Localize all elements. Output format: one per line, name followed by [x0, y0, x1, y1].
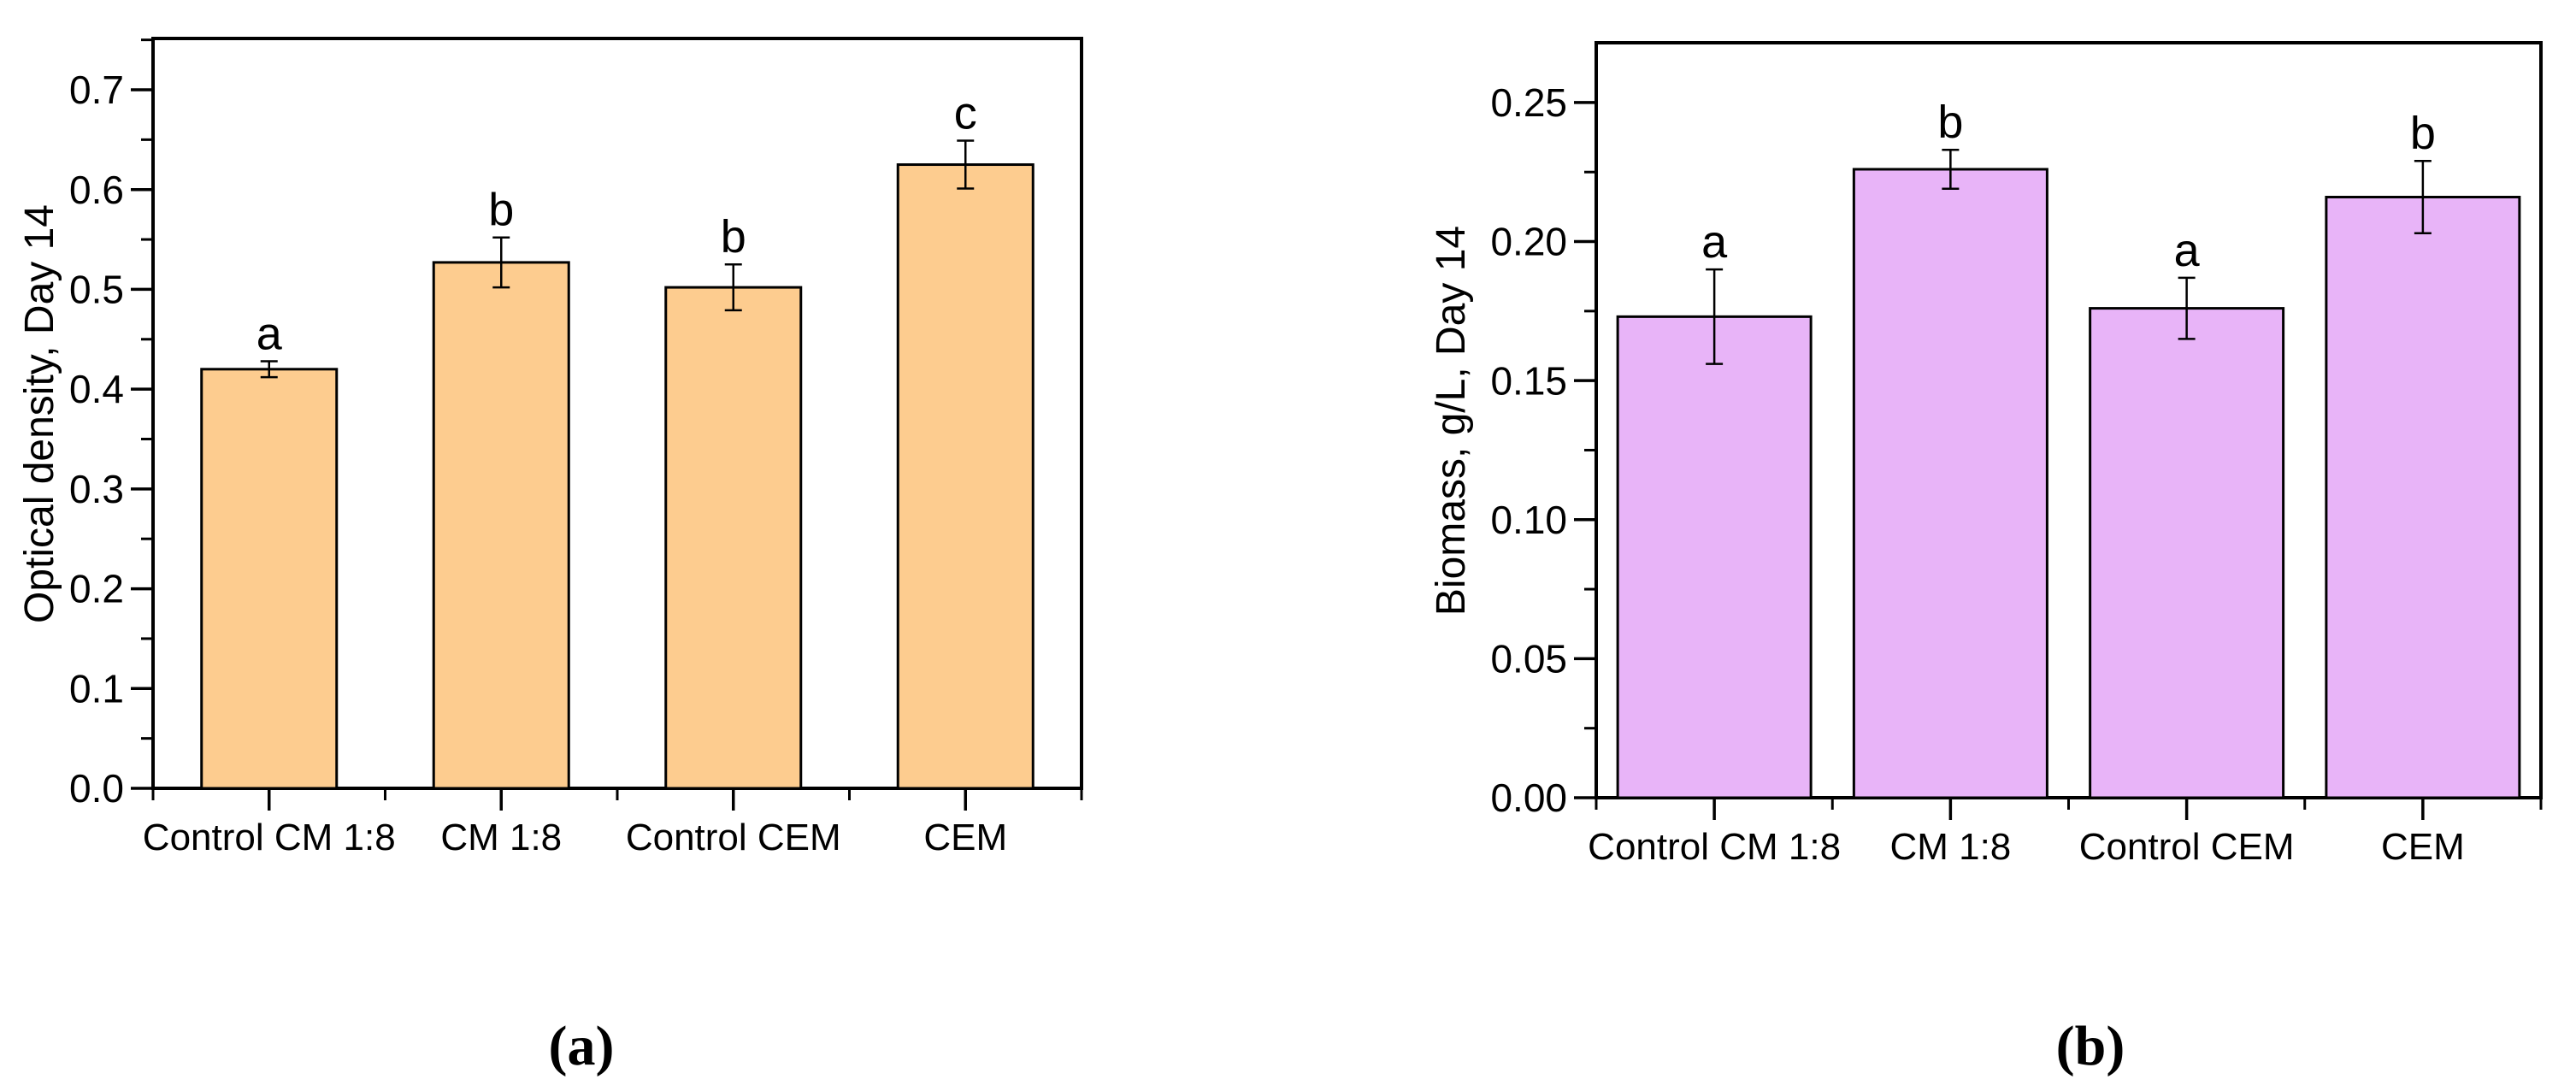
significance-letter: a: [256, 308, 283, 359]
significance-letter: b: [721, 211, 746, 262]
panel-a-y-axis-title: Optical density, Day 14: [17, 204, 62, 623]
y-tick-label: 0.0: [69, 766, 124, 811]
bar: [432, 261, 570, 790]
bar: [2325, 196, 2521, 799]
bar: [664, 286, 803, 790]
y-tick-label: 0.25: [1490, 80, 1567, 125]
category-label: Control CEM: [626, 817, 841, 858]
bar: [896, 163, 1035, 790]
significance-letter: a: [2174, 225, 2201, 276]
y-tick-label: 0.2: [69, 567, 124, 611]
panel-a-caption: (a): [549, 1015, 615, 1077]
y-tick-label: 0.10: [1490, 498, 1567, 542]
significance-letter: b: [1937, 97, 1963, 148]
significance-letter: c: [954, 88, 977, 139]
panel-b-caption: (b): [2056, 1015, 2125, 1077]
y-tick-label: 0.7: [69, 68, 124, 112]
category-label: Control CM 1:8: [143, 817, 396, 858]
y-tick-label: 0.3: [69, 467, 124, 511]
bar: [1616, 315, 1813, 799]
y-tick-label: 0.00: [1490, 775, 1567, 820]
bar: [2089, 307, 2285, 799]
category-label: Control CEM: [2079, 826, 2295, 868]
significance-letter: b: [488, 185, 514, 236]
y-tick-label: 0.6: [69, 168, 124, 212]
panel-a-plot: 0.0 0.1 0.2 0.3 0.4 0.5 0.6 0.7 a Control CM 1:8 b…: [69, 37, 1083, 858]
y-tick-label: 0.15: [1490, 358, 1567, 403]
category-label: CEM: [2381, 826, 2465, 868]
y-tick-label: 0.5: [69, 268, 124, 312]
y-tick-label: 0.1: [69, 666, 124, 711]
y-tick-label: 0.4: [69, 367, 124, 411]
category-label: CM 1:8: [1889, 826, 2011, 868]
category-label: Control CM 1:8: [1588, 826, 1841, 868]
significance-letter: a: [1701, 216, 1728, 268]
bar: [200, 368, 339, 790]
panel-b-plot: 0.00 0.05 0.10 0.15 0.20 0.25 a Control CM 1:8 b…: [1490, 41, 2543, 868]
y-tick-label: 0.05: [1490, 636, 1567, 681]
category-label: CM 1:8: [440, 817, 562, 858]
panel-b-y-axis-title: Biomass, g/L, Day 14: [1429, 226, 1474, 616]
significance-letter: b: [2410, 108, 2436, 159]
y-tick-label: 0.20: [1490, 220, 1567, 264]
bar: [1852, 168, 2048, 799]
category-label: CEM: [923, 817, 1007, 858]
